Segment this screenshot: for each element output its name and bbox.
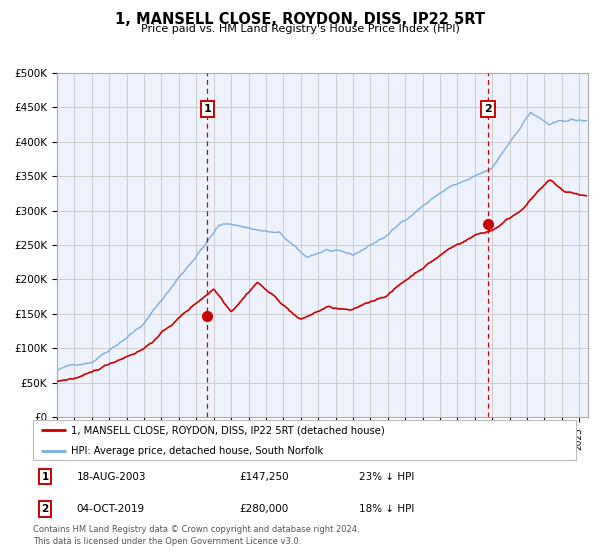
Text: Contains HM Land Registry data © Crown copyright and database right 2024.
This d: Contains HM Land Registry data © Crown c… xyxy=(33,525,359,546)
FancyBboxPatch shape xyxy=(33,420,576,460)
Text: 18-AUG-2003: 18-AUG-2003 xyxy=(76,472,146,482)
Text: 2: 2 xyxy=(484,104,492,114)
Text: Price paid vs. HM Land Registry's House Price Index (HPI): Price paid vs. HM Land Registry's House … xyxy=(140,24,460,34)
Text: 2: 2 xyxy=(41,504,49,514)
Text: 23% ↓ HPI: 23% ↓ HPI xyxy=(359,472,414,482)
Text: 1, MANSELL CLOSE, ROYDON, DISS, IP22 5RT: 1, MANSELL CLOSE, ROYDON, DISS, IP22 5RT xyxy=(115,12,485,27)
Text: HPI: Average price, detached house, South Norfolk: HPI: Average price, detached house, Sout… xyxy=(71,446,323,456)
Text: 1: 1 xyxy=(203,104,211,114)
Text: 04-OCT-2019: 04-OCT-2019 xyxy=(76,504,145,514)
Text: £147,250: £147,250 xyxy=(239,472,289,482)
Text: 1, MANSELL CLOSE, ROYDON, DISS, IP22 5RT (detached house): 1, MANSELL CLOSE, ROYDON, DISS, IP22 5RT… xyxy=(71,425,385,435)
Text: 1: 1 xyxy=(41,472,49,482)
Text: £280,000: £280,000 xyxy=(239,504,289,514)
Text: 18% ↓ HPI: 18% ↓ HPI xyxy=(359,504,414,514)
